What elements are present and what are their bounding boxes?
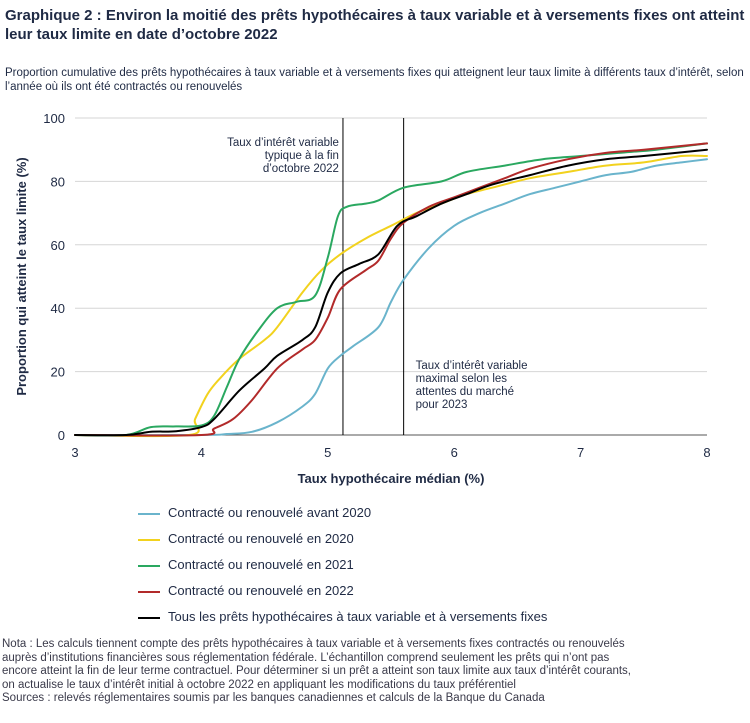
note-line: auprès d’institutions financières sous r… xyxy=(2,651,610,664)
series-line-5 xyxy=(74,148,708,437)
y-tick-label: 0 xyxy=(58,428,65,443)
y-axis-title: Proportion qui atteint le taux limite (%… xyxy=(14,157,29,395)
chart-notes: Nota : Les calculs tiennent compte des p… xyxy=(2,638,748,706)
y-tick-label: 60 xyxy=(51,238,65,253)
chart-title: Graphique 2 : Environ la moitié des prêt… xyxy=(5,7,745,43)
reference-line-label: d’octobre 2022 xyxy=(263,163,339,175)
reference-line-label: typique à la fin xyxy=(265,150,339,162)
series-line-4 xyxy=(74,142,708,437)
legend-swatch xyxy=(138,539,160,541)
y-tick-label: 100 xyxy=(43,111,65,126)
y-tick-label: 40 xyxy=(51,301,65,316)
legend-swatch xyxy=(138,565,160,567)
legend-label: Contracté ou renouvelé en 2021 xyxy=(168,557,354,572)
reference-line-label: Taux d’intérêt variable xyxy=(227,137,339,149)
note-line: Nota : Les calculs tiennent compte des p… xyxy=(2,638,625,650)
y-tick-label: 80 xyxy=(51,174,65,189)
reference-line-label: maximal selon les xyxy=(416,373,508,385)
chart-subtitle: Proportion cumulative des prêts hypothéc… xyxy=(5,67,744,93)
legend-swatch xyxy=(138,513,160,515)
legend-label: Tous les prêts hypothécaires à taux vari… xyxy=(168,609,548,624)
x-axis-title: Taux hypothécaire médian (%) xyxy=(298,471,485,486)
series-line-1 xyxy=(74,158,708,437)
x-tick-label: 3 xyxy=(71,445,78,460)
legend-label: Contracté ou renouvelé avant 2020 xyxy=(168,505,372,520)
legend-label: Contracté ou renouvelé en 2022 xyxy=(168,583,354,598)
reference-line-label: pour 2023 xyxy=(416,399,468,411)
series-line-3 xyxy=(74,142,708,437)
reference-line-label: Taux d’intérêt variable xyxy=(416,360,528,372)
legend-swatch xyxy=(138,617,160,619)
legend-swatch xyxy=(138,591,160,593)
series-line-2 xyxy=(74,154,708,438)
y-tick-label: 20 xyxy=(51,365,65,380)
x-tick-label: 4 xyxy=(198,445,205,460)
x-tick-label: 7 xyxy=(577,445,584,460)
x-tick-label: 8 xyxy=(703,445,710,460)
x-tick-label: 6 xyxy=(451,445,458,460)
line-chart: 0 20 40 60 80 100 3 4 5 6 7 8 Taux hypothécaire médi… xyxy=(14,111,711,486)
note-line: Sources : relevés réglementaires soumis … xyxy=(2,692,545,704)
legend-label: Contracté ou renouvelé en 2020 xyxy=(168,531,354,546)
note-line: encore atteint la fin de leur terme cont… xyxy=(2,665,631,677)
note-line: on actualise le taux d’intérêt initial à… xyxy=(2,678,516,691)
x-tick-label: 5 xyxy=(324,445,331,460)
reference-line-label: attentes du marché xyxy=(416,386,514,398)
